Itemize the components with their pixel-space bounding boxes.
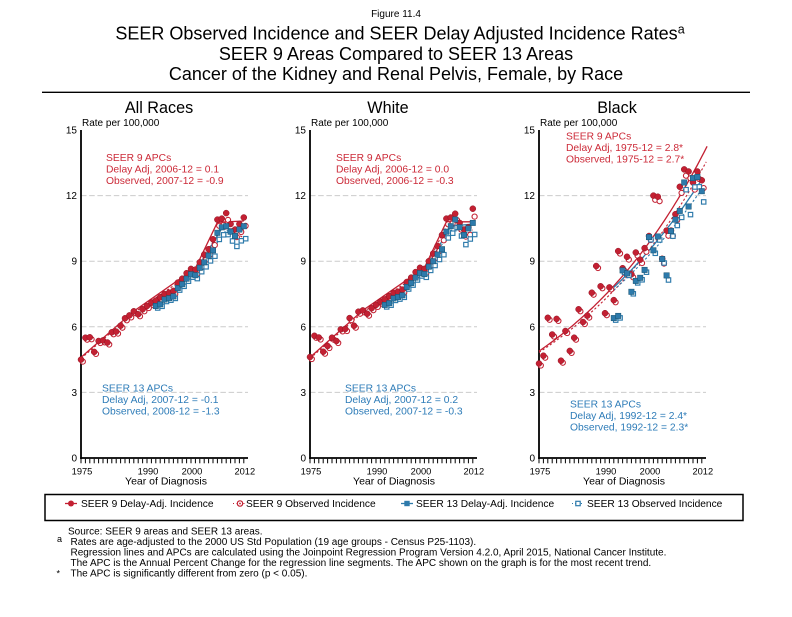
svg-text:0: 0 [300,454,306,465]
svg-text:The APC is significantly diffe: The APC is significantly different from … [71,568,308,579]
svg-text:Delay Adj, 2007-12 = -0.1: Delay Adj, 2007-12 = -0.1 [102,395,219,406]
svg-text:Rate per 100,000: Rate per 100,000 [311,118,389,129]
svg-text:Source: SEER 9 areas and SEER: Source: SEER 9 areas and SEER 13 areas. [68,526,263,537]
svg-text:2012: 2012 [234,466,255,476]
svg-text:Rates are age-adjusted to the: Rates are age-adjusted to the 2000 US St… [71,537,477,548]
svg-text:Figure 11.4: Figure 11.4 [371,9,421,20]
svg-text:All Races: All Races [125,99,193,117]
svg-text:Delay Adj, 1975-12 = 2.8*: Delay Adj, 1975-12 = 2.8* [566,143,683,154]
svg-text:1975: 1975 [530,466,551,476]
svg-text:15: 15 [295,126,307,137]
svg-text:Observed, 2008-12 = -1.3: Observed, 2008-12 = -1.3 [102,406,220,417]
svg-text:The APC is the Annual Percent: The APC is the Annual Percent Change for… [71,558,652,569]
svg-text:SEER 9 Areas Compared to SEER: SEER 9 Areas Compared to SEER 13 Areas [219,44,573,64]
svg-text:3: 3 [300,388,306,399]
svg-text:Year of Diagnosis: Year of Diagnosis [353,476,435,488]
svg-text:12: 12 [295,191,307,202]
svg-text:12: 12 [66,191,78,202]
svg-text:15: 15 [66,126,78,137]
svg-text:Delay Adj, 2006-12 = 0.0: Delay Adj, 2006-12 = 0.0 [336,165,449,176]
svg-text:12: 12 [524,191,536,202]
svg-text:SEER 9 APCs: SEER 9 APCs [336,153,401,164]
svg-text:6: 6 [71,322,77,333]
svg-text:2012: 2012 [463,466,484,476]
svg-text:*: * [57,568,61,578]
svg-text:3: 3 [529,388,535,399]
svg-text:a: a [57,534,62,544]
svg-text:1975: 1975 [301,466,322,476]
svg-text:Year of Diagnosis: Year of Diagnosis [125,476,207,488]
svg-text:Year of Diagnosis: Year of Diagnosis [583,476,665,488]
svg-text:0: 0 [71,454,77,465]
svg-text:SEER 13 Observed Incidence: SEER 13 Observed Incidence [587,499,723,510]
svg-text:Rate per 100,000: Rate per 100,000 [82,118,160,129]
svg-text:SEER 9 APCs: SEER 9 APCs [566,132,631,143]
svg-text:1990: 1990 [596,466,617,476]
svg-text:SEER 13 APCs: SEER 13 APCs [345,383,416,394]
svg-text:3: 3 [71,388,77,399]
svg-text:SEER 9 APCs: SEER 9 APCs [106,153,171,164]
svg-text:Delay Adj, 2006-12 = 0.1: Delay Adj, 2006-12 = 0.1 [106,165,219,176]
svg-text:6: 6 [529,322,535,333]
svg-text:White: White [367,99,408,117]
svg-text:9: 9 [71,257,77,268]
svg-text:Observed, 1992-12 = 2.3*: Observed, 1992-12 = 2.3* [570,422,688,433]
svg-text:SEER 13 Delay-Adj. Incidence: SEER 13 Delay-Adj. Incidence [416,499,555,510]
svg-text:9: 9 [300,257,306,268]
svg-text:Observed, 1975-12 = 2.7*: Observed, 1975-12 = 2.7* [566,155,684,166]
svg-text:2000: 2000 [411,466,432,476]
svg-text:1975: 1975 [72,466,93,476]
svg-text:Delay Adj, 1992-12 = 2.4*: Delay Adj, 1992-12 = 2.4* [570,411,687,422]
svg-text:Regression lines and APCs are: Regression lines and APCs are calculated… [71,547,667,558]
svg-text:6: 6 [300,322,306,333]
svg-text:SEER 13 APCs: SEER 13 APCs [102,383,173,394]
svg-text:0: 0 [529,454,535,465]
svg-text:Observed, 2007-12 = -0.3: Observed, 2007-12 = -0.3 [345,406,463,417]
svg-text:SEER 9 Delay-Adj. Incidence: SEER 9 Delay-Adj. Incidence [81,499,214,510]
svg-text:SEER 9 Observed Incidence: SEER 9 Observed Incidence [246,499,376,510]
svg-text:Black: Black [597,99,637,117]
svg-text:1990: 1990 [138,466,159,476]
svg-text:2012: 2012 [692,466,713,476]
svg-text:SEER Observed Incidence and SE: SEER Observed Incidence and SEER Delay A… [115,22,684,43]
svg-text:SEER 13 APCs: SEER 13 APCs [570,399,641,410]
svg-text:1990: 1990 [367,466,388,476]
svg-text:15: 15 [524,126,536,137]
svg-text:2000: 2000 [640,466,661,476]
svg-text:2000: 2000 [182,466,203,476]
svg-text:Observed, 2007-12 = -0.9: Observed, 2007-12 = -0.9 [106,176,224,187]
svg-text:Observed, 2006-12 = -0.3: Observed, 2006-12 = -0.3 [336,176,454,187]
svg-text:Rate per 100,000: Rate per 100,000 [540,118,618,129]
svg-text:Cancer of the Kidney and Renal: Cancer of the Kidney and Renal Pelvis, F… [169,64,623,84]
svg-text:Delay Adj, 2007-12 = 0.2: Delay Adj, 2007-12 = 0.2 [345,395,458,406]
svg-text:9: 9 [529,257,535,268]
